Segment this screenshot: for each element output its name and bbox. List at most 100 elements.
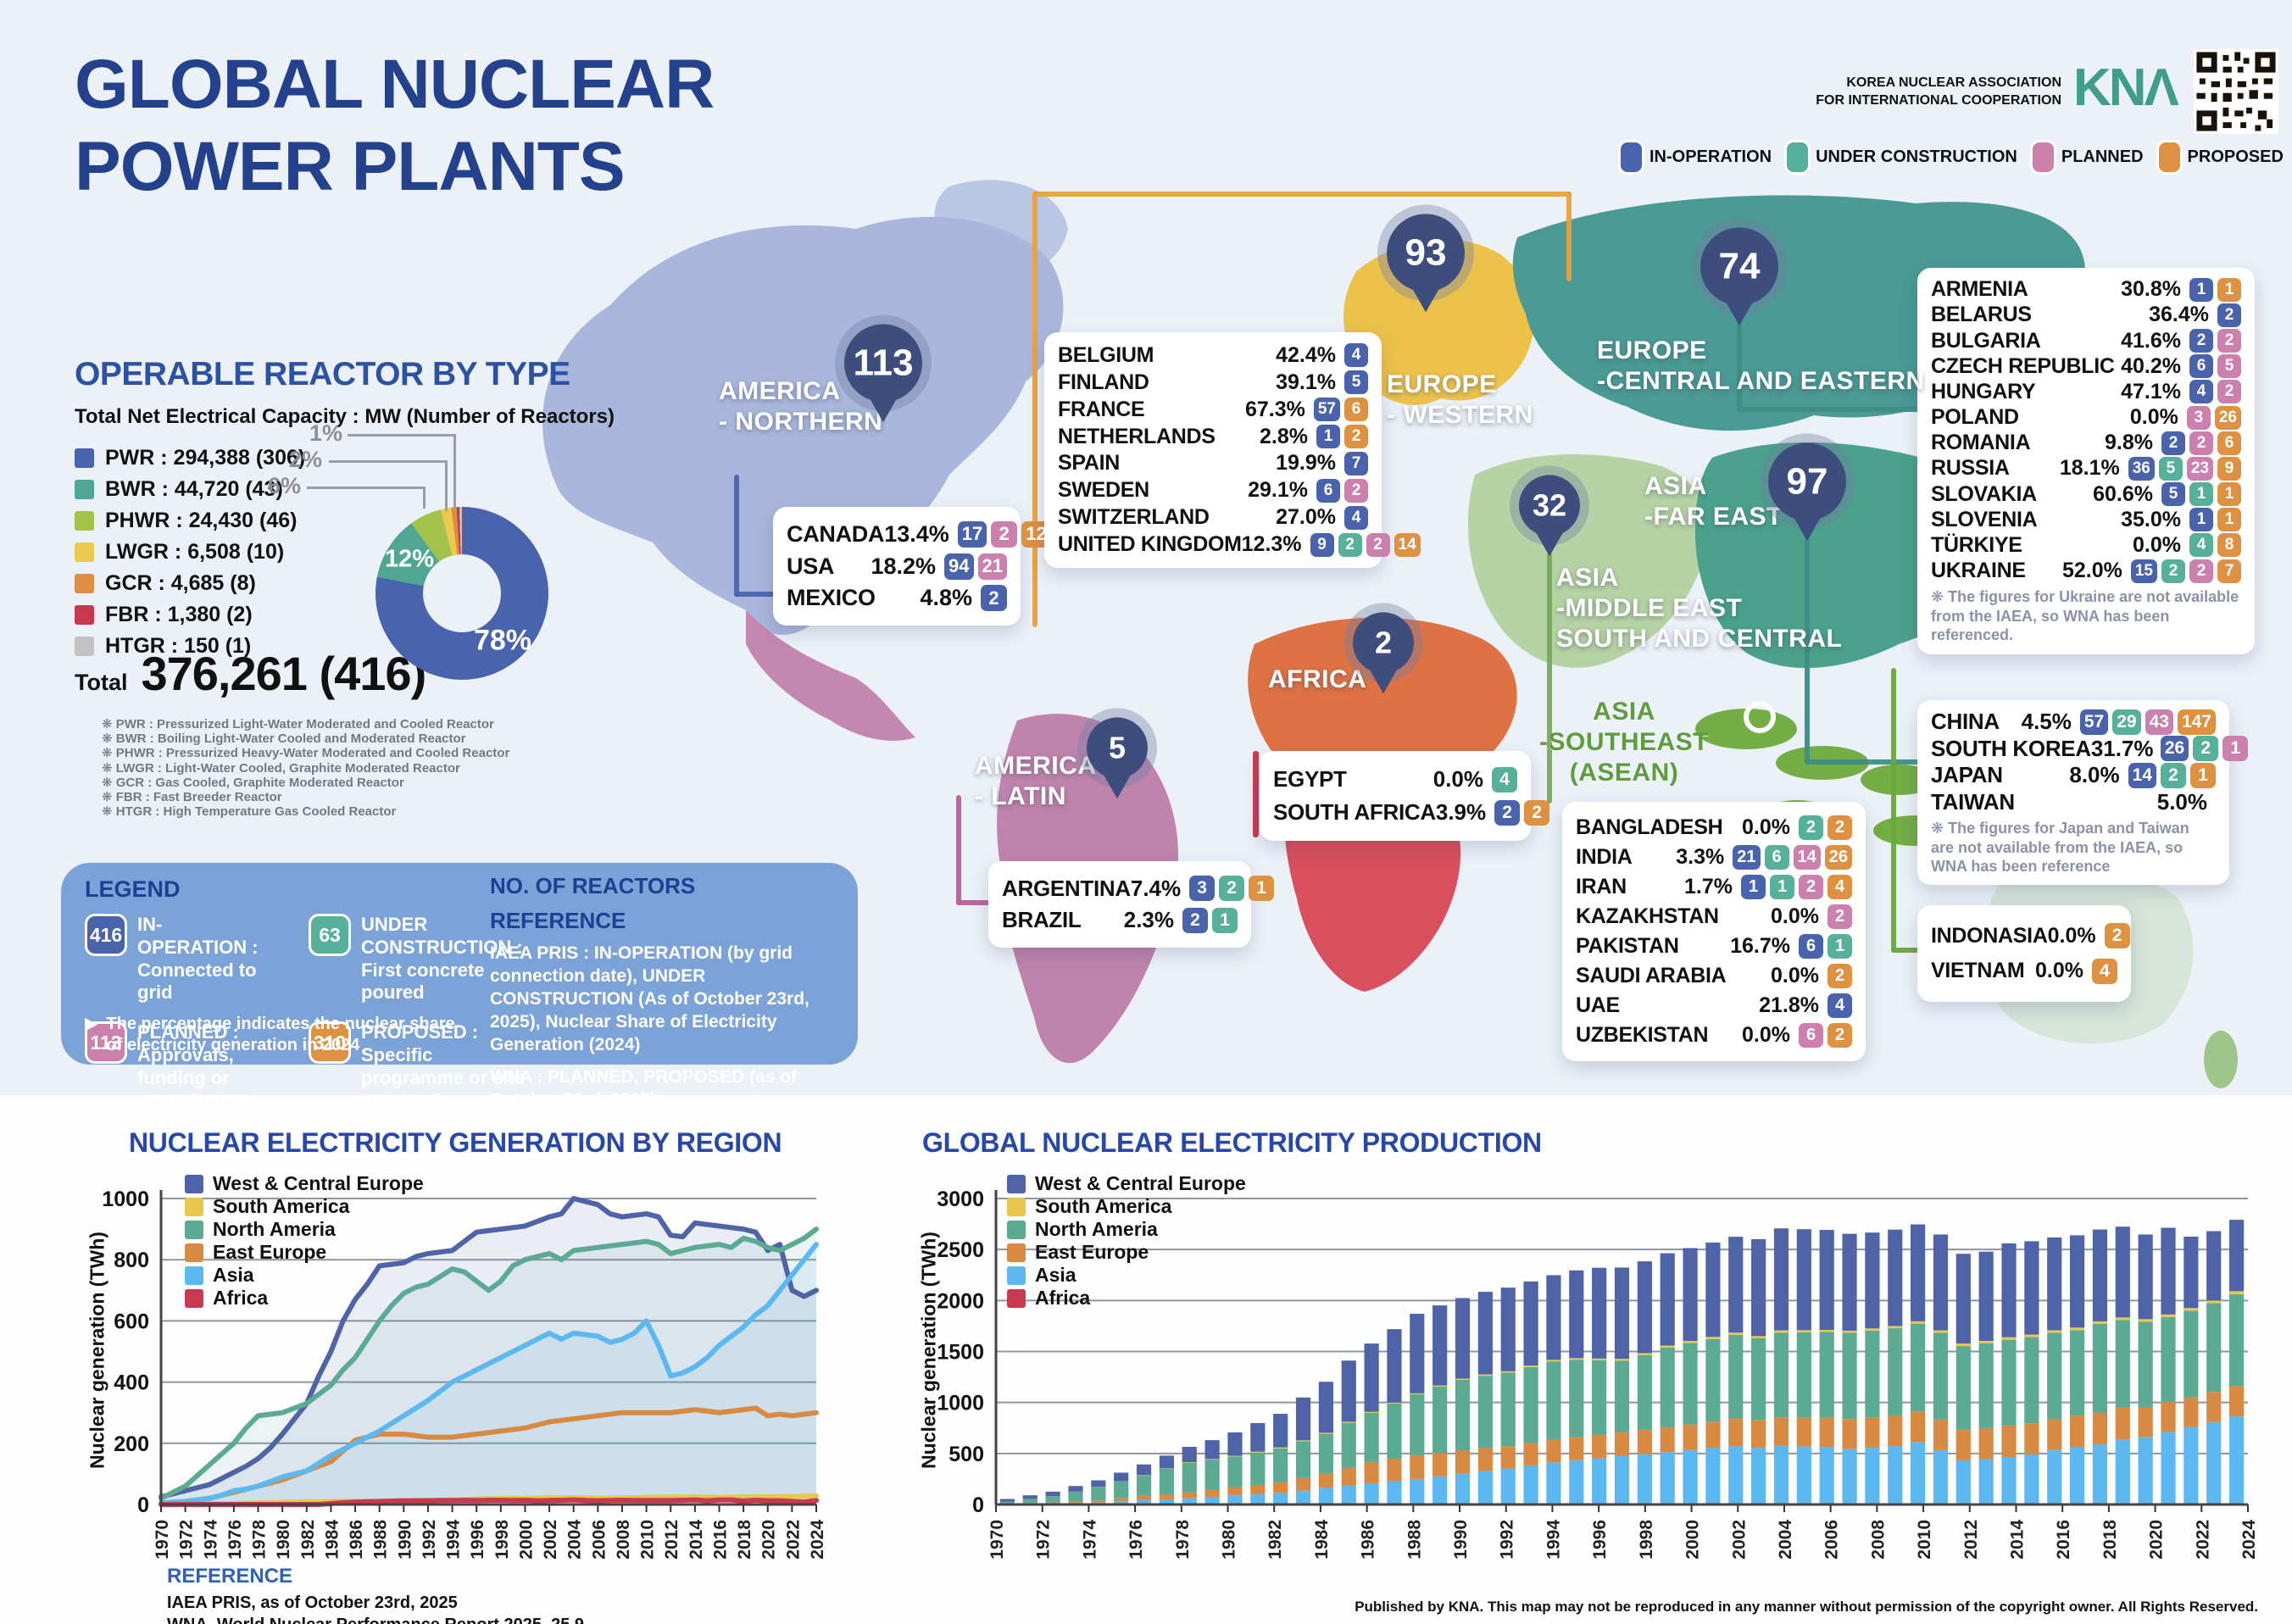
connector-line (1737, 324, 1742, 412)
country-table-middle-east-south-central: BANGLADESH 0.0% 2 2 INDIA 3.3% 21 6 14 26 IRAN 1.7%… (1562, 802, 1866, 1061)
connector-line (956, 795, 961, 905)
country-name: SLOVENIA (1931, 507, 2038, 531)
svg-text:1984: 1984 (1312, 1520, 1332, 1560)
map-pin-count: 113 (844, 324, 922, 403)
reactor-count-badge: 147 (2177, 709, 2216, 735)
table-row: VIETNAM 0.0% 4 (1931, 958, 2117, 984)
table-row: SOUTH KOREA 31.7% 26 2 1 (1931, 735, 2249, 762)
table-row: INDIA 3.3% 21 6 14 26 (1576, 845, 1852, 870)
reactor-count-badge: 2 (1338, 532, 1362, 557)
connector-line (1805, 539, 1810, 765)
reactor-count-badge: 2 (981, 585, 1007, 612)
donut-callout-1pct: 1% (309, 420, 342, 446)
reactor-type-swatch (75, 511, 94, 531)
nuclear-share: 3.3% (1676, 845, 1725, 869)
nuclear-share: 35.0% (2121, 507, 2181, 531)
svg-text:2000: 2000 (937, 1289, 984, 1313)
legend-count-badge: 310 (309, 1021, 351, 1065)
nuclear-share: 1.7% (1684, 875, 1733, 898)
svg-text:1978: 1978 (1173, 1520, 1193, 1560)
table-row: UAE 21.8% 4 (1576, 993, 1852, 1018)
chart-legend-label: Africa (213, 1287, 269, 1309)
chart-legend-swatch (1007, 1265, 1026, 1285)
table-row: KAZAKHSTAN 0.0% 2 (1576, 904, 1852, 929)
nuclear-share: 21.8% (1759, 993, 1819, 1017)
reactor-count-badge: 2 (1524, 799, 1550, 826)
chart-legend-swatch (185, 1197, 203, 1216)
connector-line (1566, 192, 1572, 281)
nuclear-share: 7.4% (1130, 875, 1182, 901)
reactor-count-badge: 36 (2128, 456, 2155, 481)
reactor-count-badge: 14 (1394, 532, 1421, 557)
country-name: POLAND (1931, 405, 2019, 430)
reactor-count-badge: 5 (2158, 456, 2183, 481)
nuclear-share: 5.0% (2156, 788, 2207, 815)
country-name: FRANCE (1058, 397, 1145, 421)
svg-text:1972: 1972 (1034, 1520, 1054, 1560)
region-label-line: ASIA (1644, 472, 1707, 500)
country-name: CANADA (787, 520, 885, 547)
svg-text:200: 200 (114, 1432, 149, 1456)
svg-text:1000: 1000 (102, 1187, 149, 1211)
chart-legend-item: East Europe (185, 1241, 424, 1264)
chart-legend-label: South America (1035, 1195, 1172, 1217)
connector-line (1891, 668, 1896, 953)
reactor-type-subtitle: Total Net Electrical Capacity : MW (Numb… (75, 405, 615, 428)
svg-text:2000: 2000 (1683, 1520, 1703, 1560)
org-name-line2: FOR INTERNATIONAL COOPERATION (1816, 92, 2061, 108)
nuclear-share: 0.0% (1432, 766, 1483, 792)
reactor-count-badge: 2 (2161, 559, 2185, 583)
svg-text:1984: 1984 (322, 1520, 342, 1560)
country-name: ARMENIA (1931, 277, 2028, 302)
table-row: SAUDI ARABIA 0.0% 2 (1576, 964, 1852, 988)
connector-line (734, 475, 739, 597)
reactor-count-badge: 4 (1827, 993, 1852, 1018)
reactor-count-badge: 5 (1344, 370, 1368, 395)
svg-text:0: 0 (972, 1493, 984, 1517)
nuclear-share: 0.0% (1771, 964, 1819, 987)
legend-entry-label: UNDER CONSTRUCTION : (361, 914, 523, 958)
nuclear-share: 4.5% (2021, 709, 2072, 735)
nuclear-share: 31.7% (2090, 735, 2154, 761)
reactor-badges: 2 (1827, 964, 1852, 988)
svg-text:2002: 2002 (1729, 1520, 1749, 1560)
svg-text:2004: 2004 (565, 1520, 585, 1560)
table-row: CHINA 4.5% 57 29 43 147 (1931, 709, 2216, 735)
reactor-count-badge: 14 (2128, 762, 2156, 788)
status-color-swatch (2032, 142, 2054, 172)
svg-text:2022: 2022 (783, 1520, 803, 1560)
legend-entry-desc: First concrete poured (361, 959, 485, 1004)
footer-reference-line: IAEA PRIS, as of October 23rd, 2025 (167, 1593, 458, 1612)
nuclear-share: 0.0% (1742, 815, 1790, 839)
nuclear-share: 18.1% (2059, 456, 2120, 481)
svg-text:500: 500 (949, 1443, 984, 1466)
table-row: BANGLADESH 0.0% 2 2 (1576, 815, 1852, 840)
country-name: FINLAND (1058, 370, 1149, 394)
reactor-count-badge: 26 (1824, 845, 1852, 870)
table-row: CANADA 13.4% 17 2 12 (787, 520, 1051, 548)
callout-line (329, 460, 448, 463)
arrow-icon: ▶ (85, 1015, 98, 1033)
table-row: FINLAND 39.1% 5 (1058, 370, 1368, 395)
reactor-count-badge: 5 (2161, 482, 2185, 507)
reactor-count-badge: 2 (991, 520, 1018, 548)
svg-text:2020: 2020 (2147, 1520, 2167, 1560)
region-label: ASIA -MIDDLE EAST SOUTH AND CENTRAL (1556, 563, 1842, 654)
reactor-count-badge: 1 (2189, 277, 2213, 302)
svg-text:2000: 2000 (516, 1520, 536, 1560)
region-label: AMERICA - LATIN (975, 751, 1097, 812)
region-label: AMERICA - NORTHERN (719, 376, 882, 437)
map-pin-tail (869, 397, 898, 423)
table-row: TAIWAN 5.0% (1931, 789, 2216, 815)
svg-text:1972: 1972 (177, 1520, 197, 1560)
country-name: UNITED KINGDOM (1058, 532, 1242, 556)
nuclear-share: 13.4% (884, 520, 949, 547)
map-pin-count: 2 (1353, 612, 1414, 674)
svg-text:2024: 2024 (808, 1520, 826, 1560)
country-name: TÜRKIYE (1931, 532, 2022, 557)
reactor-count-badge: 1 (2189, 508, 2213, 532)
